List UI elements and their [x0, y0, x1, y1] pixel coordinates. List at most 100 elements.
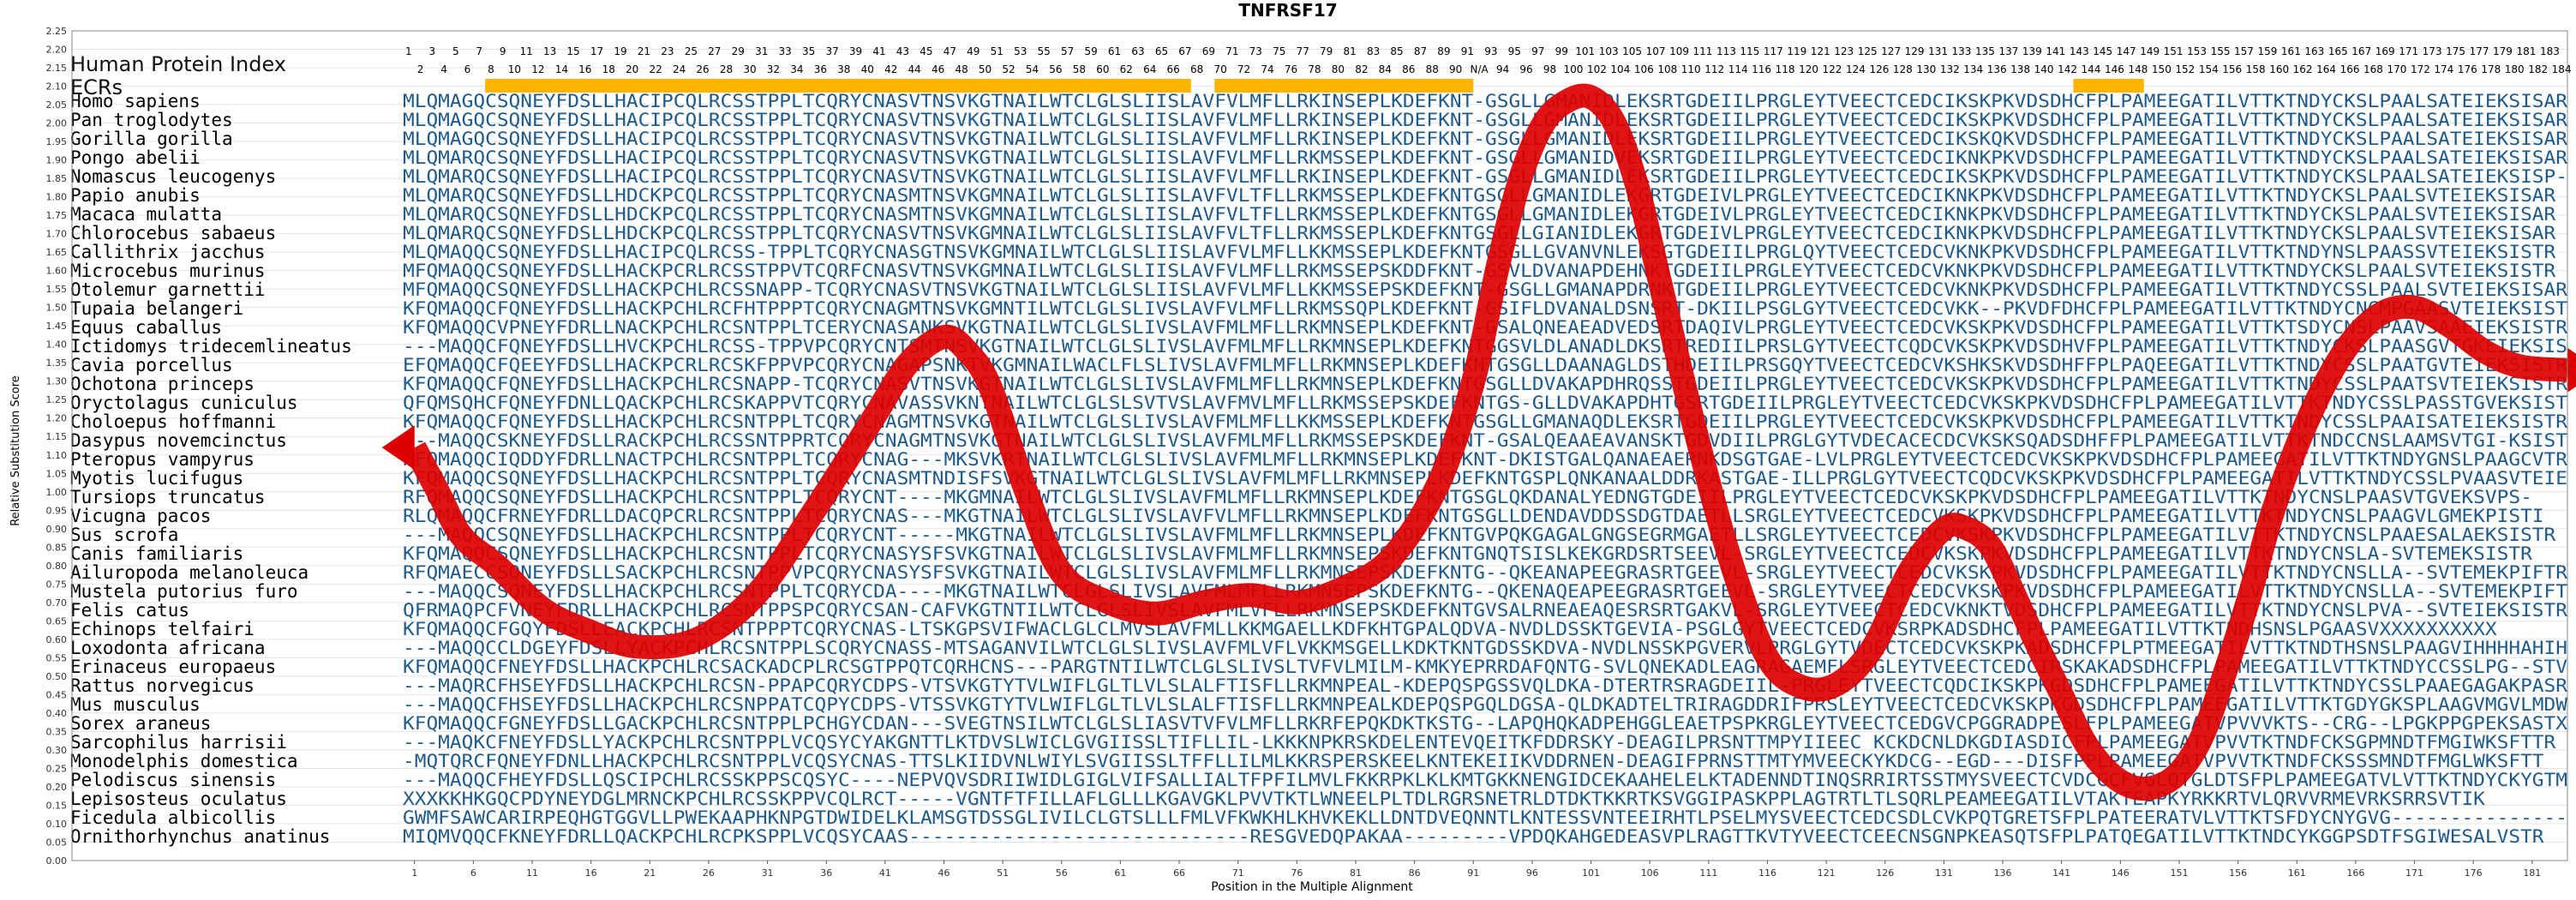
- protein-index-label: 155: [2211, 45, 2231, 57]
- protein-index-label: 5: [452, 45, 459, 57]
- y-tick-label: 2.25: [46, 26, 68, 37]
- protein-index-label: 81: [1343, 45, 1356, 57]
- sequence-row: RFQMAQQCSQNEYFDSLLHACKPCHLRCSNTPPLTCQRYC…: [403, 487, 2532, 507]
- protein-index-label: 120: [1799, 63, 1818, 75]
- y-tick-label: 0.75: [46, 579, 68, 590]
- protein-index-label: 80: [1332, 63, 1345, 75]
- y-tick-label: 0.40: [46, 708, 68, 719]
- ecr-title: ECRs: [70, 75, 123, 99]
- protein-index-label: 150: [2152, 63, 2172, 75]
- species-label: Ailuropoda melanoleuca: [70, 562, 309, 583]
- y-tick-label: 0.10: [46, 819, 68, 830]
- protein-index-label: 183: [2540, 45, 2560, 57]
- protein-index-label: 110: [1681, 63, 1701, 75]
- protein-index-label: 172: [2411, 63, 2430, 75]
- y-tick-label: 1.85: [46, 173, 68, 184]
- y-tick-label: 1.35: [46, 357, 68, 369]
- sequence-row: MLQMARQCSQNEYFDSLLHDCKPCQLRCSSTPPLTCQRYC…: [403, 185, 2556, 206]
- protein-index-label: 68: [1190, 63, 1203, 75]
- protein-index-label: 145: [2093, 45, 2112, 57]
- protein-index-label: 154: [2199, 63, 2219, 75]
- x-tick-label: 51: [997, 867, 1009, 879]
- protein-index-label: 6: [464, 63, 471, 75]
- protein-index-label: 58: [1073, 63, 1086, 75]
- protein-index-label: 14: [555, 63, 568, 75]
- protein-index-label: 160: [2269, 63, 2289, 75]
- sequence-alignment: Homo sapiens MLQMAGQCSQNEYFDSLLHACIPCQLRC…: [70, 91, 2567, 847]
- sequence-row: ---MAQQCSQNEYFDSLLHACKPCHLRCSNTPPLTCQRYC…: [403, 525, 2556, 545]
- protein-index-label: 149: [2140, 45, 2160, 57]
- protein-index-label: 63: [1131, 45, 1144, 57]
- protein-index-label: 16: [578, 63, 591, 75]
- protein-index-label: 61: [1108, 45, 1121, 57]
- x-tick-label: 91: [1467, 867, 1479, 879]
- protein-index-label: 24: [673, 63, 686, 75]
- protein-index-label: 171: [2399, 45, 2418, 57]
- species-label: Sorex araneus: [70, 713, 211, 734]
- protein-index-label: 48: [955, 63, 967, 75]
- species-label: Cavia porcellus: [70, 355, 233, 375]
- y-tick-label: 1.90: [46, 155, 68, 166]
- y-tick-label: 2.05: [46, 99, 68, 111]
- x-tick-label: 111: [1699, 867, 1717, 879]
- y-tick-label: 0.35: [46, 726, 68, 737]
- species-label: Rattus norvegicus: [70, 675, 255, 696]
- protein-index-label: 71: [1225, 45, 1238, 57]
- x-tick-label: 1: [411, 867, 417, 879]
- protein-index-label: 44: [908, 63, 921, 75]
- protein-index-label: 47: [944, 45, 956, 57]
- protein-index-label: 12: [531, 63, 544, 75]
- protein-index-label: 106: [1634, 63, 1654, 75]
- protein-index-label: 168: [2363, 63, 2383, 75]
- protein-index-label: 116: [1752, 63, 1771, 75]
- protein-index-label: 3: [429, 45, 436, 57]
- protein-index-label: 156: [2222, 63, 2242, 75]
- protein-index-label: 181: [2516, 45, 2536, 57]
- x-tick-label: 86: [1409, 867, 1421, 879]
- species-label: Sus scrofa: [70, 525, 178, 545]
- protein-index-label: 66: [1167, 63, 1180, 75]
- protein-index-label: 50: [979, 63, 991, 75]
- protein-index-label: 124: [1846, 63, 1866, 75]
- sequence-row: ---MAQQCCLDGEYFDSLLYACKPCHLRCSNTPPLSCQRY…: [403, 638, 2567, 658]
- protein-index-label: N/A: [1471, 63, 1489, 75]
- x-tick-label: 161: [2288, 867, 2306, 879]
- protein-index-label: 108: [1657, 63, 1677, 75]
- protein-index-label: 35: [802, 45, 815, 57]
- protein-index-label: 128: [1893, 63, 1913, 75]
- species-label: Equus caballus: [70, 317, 222, 338]
- protein-index-label: 75: [1273, 45, 1285, 57]
- protein-index-label: 77: [1297, 45, 1309, 57]
- species-label: Microcebus murinus: [70, 261, 266, 281]
- protein-index-label: 121: [1811, 45, 1830, 57]
- species-label: Tupaia belangeri: [70, 298, 243, 319]
- protein-index-label: 95: [1508, 45, 1521, 57]
- x-tick-label: 61: [1114, 867, 1126, 879]
- protein-index-label: 46: [932, 63, 944, 75]
- y-tick-label: 1.65: [46, 247, 68, 258]
- protein-index-label: 73: [1249, 45, 1262, 57]
- axes: 0.00 0.05 0.10 0.15 0.20 0.25 0.30 0.35 0.40 0.45…: [46, 26, 2572, 879]
- protein-index-label: 132: [1940, 63, 1960, 75]
- protein-index-label: 114: [1728, 63, 1748, 75]
- sequence-row: KFQMAQQCFGQYFDSLLEACKPCHLRCSNTPPPTCQRYCN…: [403, 619, 2497, 639]
- ecr-bar: [1214, 79, 1474, 93]
- y-tick-label: 1.10: [46, 450, 68, 461]
- y-tick-label: 1.30: [46, 376, 68, 387]
- x-tick-label: 56: [1056, 867, 1068, 879]
- protein-index-label: 127: [1881, 45, 1901, 57]
- protein-index-label: 29: [732, 45, 745, 57]
- protein-index-label: 102: [1587, 63, 1607, 75]
- species-label: Pteropus vampyrus: [70, 449, 255, 470]
- protein-index-label: 112: [1704, 63, 1724, 75]
- sequence-row: MLQMARQCSQNEYFDSLLHDCKPCQLRCSSTPPLTCQRYC…: [403, 223, 2556, 243]
- protein-index-label: 103: [1599, 45, 1619, 57]
- y-tick-label: 1.75: [46, 210, 68, 221]
- protein-index-label: 115: [1740, 45, 1759, 57]
- protein-index-label: 146: [2105, 63, 2124, 75]
- x-tick-label: 96: [1526, 867, 1538, 879]
- species-label: Felis catus: [70, 600, 189, 621]
- species-label: Loxodonta africana: [70, 638, 266, 658]
- x-tick-label: 136: [1994, 867, 2012, 879]
- y-tick-label: 0.25: [46, 763, 68, 774]
